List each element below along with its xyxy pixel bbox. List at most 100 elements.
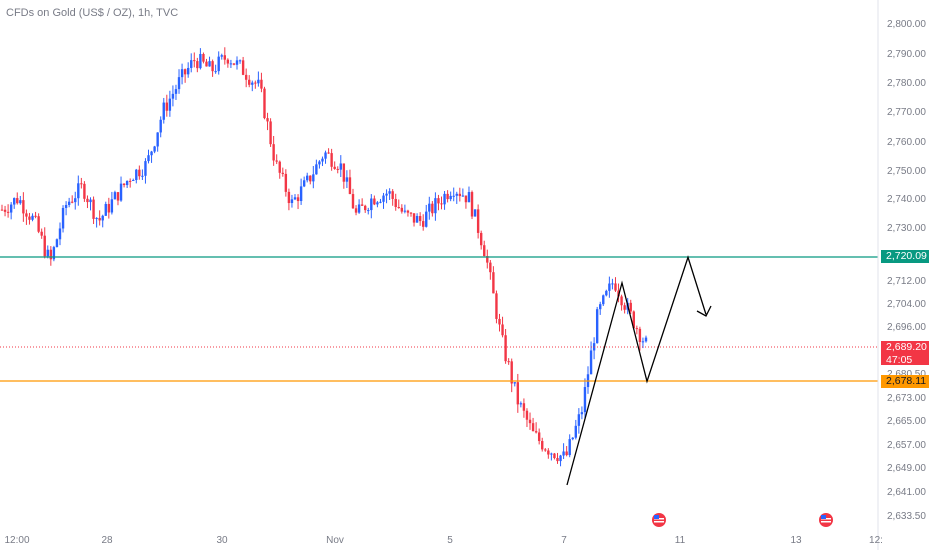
candle-body bbox=[315, 164, 318, 175]
candle-body bbox=[479, 232, 483, 246]
candle-body bbox=[312, 174, 315, 182]
candle-body bbox=[95, 217, 98, 219]
candle-body bbox=[534, 431, 538, 433]
candle-body bbox=[370, 198, 373, 211]
candle-body bbox=[177, 77, 181, 90]
candle-body bbox=[293, 197, 297, 200]
candle-body bbox=[92, 199, 95, 219]
candle-body bbox=[388, 191, 391, 194]
candle-body bbox=[113, 192, 117, 200]
candle-body bbox=[531, 423, 535, 432]
price-axis-label: 2,800.00 bbox=[887, 19, 926, 30]
candle-body bbox=[70, 201, 74, 203]
candle-body bbox=[183, 69, 187, 75]
candle-body bbox=[376, 202, 379, 205]
candle-body bbox=[574, 425, 578, 438]
candle-body bbox=[467, 192, 471, 203]
candlestick-series bbox=[0, 47, 648, 467]
candle-body bbox=[128, 180, 132, 182]
us-flag-icon[interactable] bbox=[819, 513, 833, 527]
price-axis-label: 2,680.50 bbox=[887, 369, 926, 380]
candle-body bbox=[553, 453, 556, 459]
candle-body bbox=[28, 216, 31, 220]
candle-body bbox=[409, 212, 413, 214]
candle-body bbox=[165, 102, 169, 111]
time-axis-label: 13 bbox=[790, 535, 802, 546]
candle-body bbox=[406, 210, 410, 213]
candle-body bbox=[132, 180, 135, 182]
candle-body bbox=[25, 213, 28, 217]
candle-body bbox=[327, 152, 330, 154]
candle-body bbox=[425, 211, 428, 227]
time-axis-label: 12:00 bbox=[4, 535, 29, 546]
candle-body bbox=[40, 231, 43, 236]
candle-body bbox=[214, 71, 217, 73]
candle-body bbox=[144, 161, 147, 176]
candle-body bbox=[190, 60, 193, 68]
candle-body bbox=[400, 207, 404, 212]
candle-body bbox=[385, 193, 388, 196]
candle-body bbox=[431, 203, 434, 214]
candle-body bbox=[638, 328, 642, 343]
candle-body bbox=[159, 119, 162, 133]
candle-body bbox=[205, 61, 208, 67]
horizontal-levels bbox=[0, 256, 878, 382]
resistance-price-label: 2,720.09 bbox=[886, 250, 927, 262]
candle-body bbox=[13, 198, 16, 205]
candle-body bbox=[544, 449, 547, 451]
candle-body bbox=[565, 451, 568, 456]
candle-body bbox=[116, 192, 120, 201]
candle-body bbox=[464, 195, 468, 203]
candle-body bbox=[67, 201, 71, 205]
candle-body bbox=[470, 192, 474, 217]
candle-body bbox=[61, 207, 65, 229]
candle-body bbox=[287, 191, 291, 204]
price-axis-label: 2,730.00 bbox=[887, 223, 926, 234]
candle-body bbox=[641, 341, 645, 343]
us-flag-icon[interactable] bbox=[652, 513, 666, 527]
candle-body bbox=[324, 152, 327, 159]
economic-events bbox=[652, 513, 833, 527]
candle-body bbox=[559, 455, 562, 462]
candle-body bbox=[309, 175, 312, 182]
candle-body bbox=[290, 199, 294, 204]
candle-body bbox=[296, 197, 300, 202]
candle-body bbox=[220, 55, 223, 57]
candle-body bbox=[211, 61, 214, 72]
candle-body bbox=[635, 328, 639, 330]
candle-body bbox=[34, 215, 37, 217]
candle-body bbox=[501, 324, 504, 336]
candle-body bbox=[64, 204, 68, 208]
candle-body bbox=[241, 60, 245, 75]
price-axis: 2,800.00 2,790.00 2,780.00 2,770.00 2,760.00… bbox=[877, 0, 926, 550]
candle-body bbox=[446, 193, 449, 200]
candle-body bbox=[174, 89, 178, 94]
candle-body bbox=[269, 121, 272, 145]
price-axis-label: 2,780.00 bbox=[887, 78, 926, 89]
price-axis-label: 2,760.00 bbox=[887, 137, 926, 148]
candle-body bbox=[260, 79, 263, 89]
candle-body bbox=[46, 249, 49, 257]
candle-body bbox=[22, 200, 25, 214]
candle-body bbox=[77, 183, 80, 199]
candle-body bbox=[492, 272, 495, 294]
candle-body bbox=[537, 432, 541, 442]
candle-body bbox=[226, 59, 230, 64]
candle-body bbox=[443, 193, 446, 205]
candle-body bbox=[452, 195, 455, 197]
candle-body bbox=[110, 199, 114, 213]
candle-body bbox=[37, 216, 40, 232]
candle-body bbox=[571, 437, 574, 440]
candle-body bbox=[510, 361, 513, 384]
candle-body bbox=[196, 61, 199, 69]
candle-body bbox=[141, 175, 144, 177]
flag-stripe bbox=[821, 521, 831, 523]
candle-body bbox=[171, 93, 175, 99]
candle-body bbox=[98, 217, 101, 221]
symbol-title[interactable]: CFDs on Gold (US$ / OZ), 1h, TVC bbox=[6, 7, 179, 19]
price-axis-label: 2,673.00 bbox=[887, 393, 926, 404]
candle-body bbox=[345, 177, 349, 182]
candle-body bbox=[52, 247, 56, 260]
candle-body bbox=[437, 198, 440, 204]
